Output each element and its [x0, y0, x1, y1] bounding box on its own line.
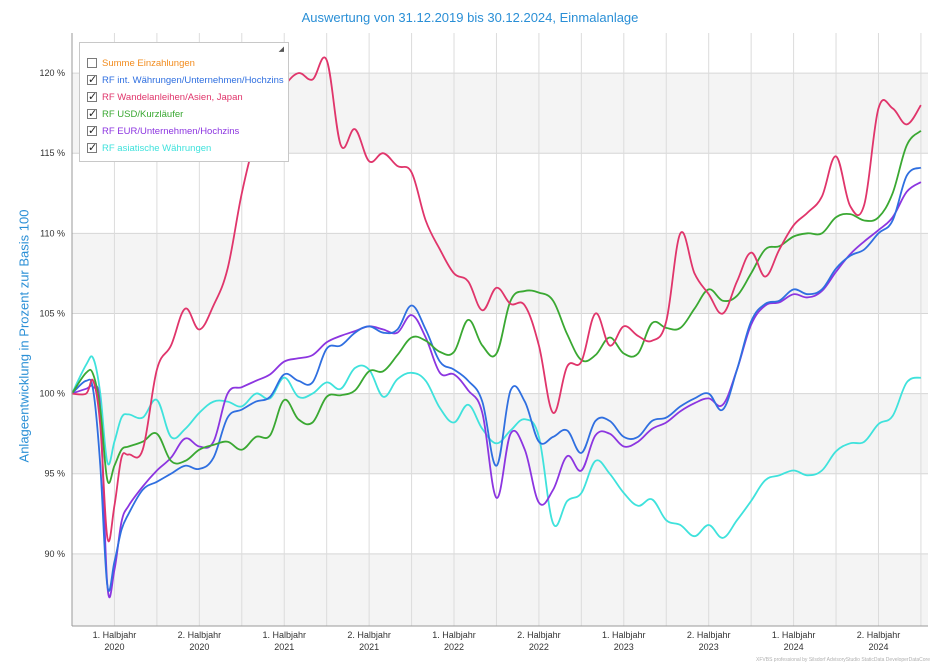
legend-label: RF asiatische Währungen	[102, 142, 212, 154]
x-tick-label: 2. Halbjahr	[517, 630, 561, 640]
background-band	[72, 553, 928, 626]
x-tick-year: 2022	[529, 642, 549, 652]
y-tick-label: 95 %	[44, 469, 65, 479]
series-line-rf-int-w-hrungen-unternehmen-hochzins	[71, 166, 922, 592]
x-tick-label: 2. Halbjahr	[178, 630, 222, 640]
series-line-rf-usd-kurzl-ufer	[71, 130, 922, 484]
legend-label: RF int. Währungen/Unternehmen/Hochzins	[102, 74, 284, 86]
legend-label: RF EUR/Unternehmen/Hochzins	[102, 125, 240, 137]
x-tick-year: 2024	[784, 642, 804, 652]
series-line-rf-eur-unternehmen-hochzins	[71, 181, 922, 599]
legend-item[interactable]: RF asiatische Währungen	[87, 140, 211, 156]
legend-item[interactable]: RF USD/Kurzläufer	[87, 106, 183, 122]
y-tick-label: 120 %	[39, 68, 65, 78]
footer-credit: XFVBS professional by Silsdorf AdvisoryS…	[756, 657, 930, 663]
x-tick-year: 2023	[699, 642, 719, 652]
legend-item[interactable]: RF EUR/Unternehmen/Hochzins	[87, 123, 239, 139]
legend-checkbox[interactable]	[87, 107, 97, 120]
x-tick-year: 2021	[359, 642, 379, 652]
background-band	[72, 393, 928, 474]
x-tick-label: 1. Halbjahr	[262, 630, 306, 640]
series-line-rf-asiatische-w-hrungen	[71, 355, 922, 539]
x-tick-year: 2024	[868, 642, 888, 652]
x-tick-label: 1. Halbjahr	[93, 630, 137, 640]
x-tick-label: 2. Halbjahr	[687, 630, 731, 640]
x-tick-label: 2. Halbjahr	[347, 630, 391, 640]
background-band	[72, 233, 928, 314]
x-tick-year: 2020	[104, 642, 124, 652]
y-tick-label: 115 %	[40, 148, 65, 158]
legend-checkbox[interactable]	[87, 58, 97, 68]
series-line-rf-wandelanleihen-asien-japan	[71, 56, 922, 543]
x-tick-year: 2021	[274, 642, 294, 652]
legend-item[interactable]: RF Wandelanleihen/Asien, Japan	[87, 89, 243, 105]
chart-title: Auswertung von 31.12.2019 bis 30.12.2024…	[301, 10, 639, 25]
legend-resize-grip-icon[interactable]: ◢	[278, 46, 284, 53]
legend-label: RF USD/Kurzläufer	[102, 108, 184, 120]
x-tick-label: 1. Halbjahr	[772, 630, 816, 640]
legend-checkbox[interactable]	[87, 73, 97, 86]
chart-legend[interactable]: ◢ Summe Einzahlungen RF int. Währungen/Un…	[79, 42, 289, 162]
legend-checkbox[interactable]	[87, 124, 97, 137]
x-tick-year: 2023	[614, 642, 634, 652]
x-tick-label: 1. Halbjahr	[602, 630, 646, 640]
y-tick-label: 105 %	[39, 308, 65, 318]
legend-checkbox[interactable]	[87, 90, 97, 103]
x-tick-label: 2. Halbjahr	[857, 630, 901, 640]
legend-item[interactable]: Summe Einzahlungen	[87, 55, 195, 71]
legend-item[interactable]: RF int. Währungen/Unternehmen/Hochzins	[87, 72, 284, 88]
x-tick-year: 2020	[189, 642, 209, 652]
x-tick-label: 1. Halbjahr	[432, 630, 476, 640]
legend-label: RF Wandelanleihen/Asien, Japan	[102, 91, 243, 103]
y-tick-label: 110 %	[40, 228, 65, 238]
y-tick-label: 100 %	[39, 389, 65, 399]
y-tick-label: 90 %	[44, 549, 65, 559]
legend-label: Summe Einzahlungen	[102, 57, 195, 69]
legend-checkbox[interactable]	[87, 141, 97, 154]
x-tick-year: 2022	[444, 642, 464, 652]
